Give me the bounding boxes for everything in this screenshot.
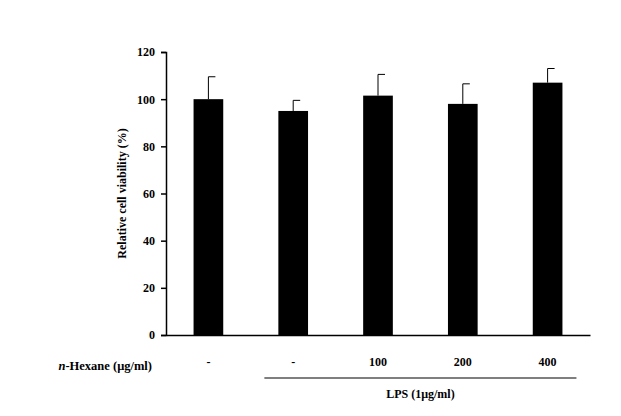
error-bar-cap bbox=[463, 83, 470, 84]
x-tick: 100 bbox=[369, 335, 387, 369]
y-tick: 60 bbox=[143, 187, 166, 201]
x-tick-label: 400 bbox=[539, 355, 557, 369]
x-tick: 400 bbox=[539, 335, 557, 369]
error-bar-stem bbox=[547, 69, 548, 83]
y-tick-mark bbox=[161, 288, 166, 290]
y-tick-label: 40 bbox=[143, 234, 155, 248]
y-tick-mark bbox=[161, 146, 166, 148]
bar bbox=[363, 96, 393, 335]
y-axis-title: Relative cell viability (%) bbox=[115, 128, 129, 258]
y-tick-mark bbox=[161, 240, 166, 242]
y-tick-label: 60 bbox=[143, 187, 155, 201]
x-axis-title: n-Hexane (μg/ml) bbox=[58, 359, 152, 373]
y-tick: 100 bbox=[137, 93, 166, 107]
y-tick: 120 bbox=[137, 45, 166, 59]
plot-area bbox=[194, 69, 563, 335]
error-bar bbox=[548, 69, 555, 83]
y-tick: 80 bbox=[143, 140, 166, 154]
annotation: LPS (1μg/ml) bbox=[386, 387, 454, 401]
y-tick-label: 80 bbox=[143, 140, 155, 154]
error-bar-cap bbox=[208, 76, 215, 77]
error-bar-cap bbox=[293, 100, 300, 101]
bar bbox=[533, 83, 563, 335]
y-tick: 0 bbox=[149, 328, 166, 342]
x-tick-label: - bbox=[291, 355, 295, 369]
x-tick: - bbox=[206, 335, 210, 369]
error-bar-cap bbox=[548, 68, 555, 69]
error-bar-stem bbox=[378, 74, 379, 95]
annotation-line bbox=[264, 377, 576, 378]
error-bar bbox=[378, 74, 385, 95]
bar bbox=[194, 99, 224, 335]
y-tick-mark bbox=[161, 193, 166, 195]
error-bar-stem bbox=[293, 100, 294, 111]
bar bbox=[448, 104, 478, 335]
chart: 0 20 40 60 80 100 120 - - 100 200 400 Relative cell … bbox=[0, 0, 621, 416]
x-tick-label: - bbox=[206, 355, 210, 369]
x-tick-label: 200 bbox=[454, 355, 472, 369]
y-tick: 40 bbox=[143, 234, 166, 248]
error-bar-stem bbox=[462, 84, 463, 104]
bar bbox=[278, 111, 308, 335]
y-tick-label: 100 bbox=[137, 93, 155, 107]
y-axis-line bbox=[161, 53, 167, 336]
x-tick-label: 100 bbox=[369, 355, 387, 369]
x-axis: - - 100 200 400 bbox=[167, 335, 591, 369]
y-axis: 0 20 40 60 80 100 120 bbox=[137, 45, 167, 342]
y-tick-mark bbox=[161, 52, 166, 54]
x-tick: - bbox=[291, 335, 295, 369]
y-tick-label: 0 bbox=[149, 328, 155, 342]
y-tick-label: 120 bbox=[137, 45, 155, 59]
error-bar bbox=[208, 77, 215, 99]
error-bar-cap bbox=[378, 74, 385, 75]
error-bar bbox=[463, 84, 470, 104]
y-tick-label: 20 bbox=[143, 281, 155, 295]
error-bar bbox=[293, 100, 300, 111]
x-tick: 200 bbox=[454, 335, 472, 369]
y-tick-mark bbox=[161, 99, 166, 101]
error-bar-stem bbox=[208, 77, 209, 99]
y-tick-mark bbox=[161, 335, 166, 337]
y-tick: 20 bbox=[143, 281, 166, 295]
